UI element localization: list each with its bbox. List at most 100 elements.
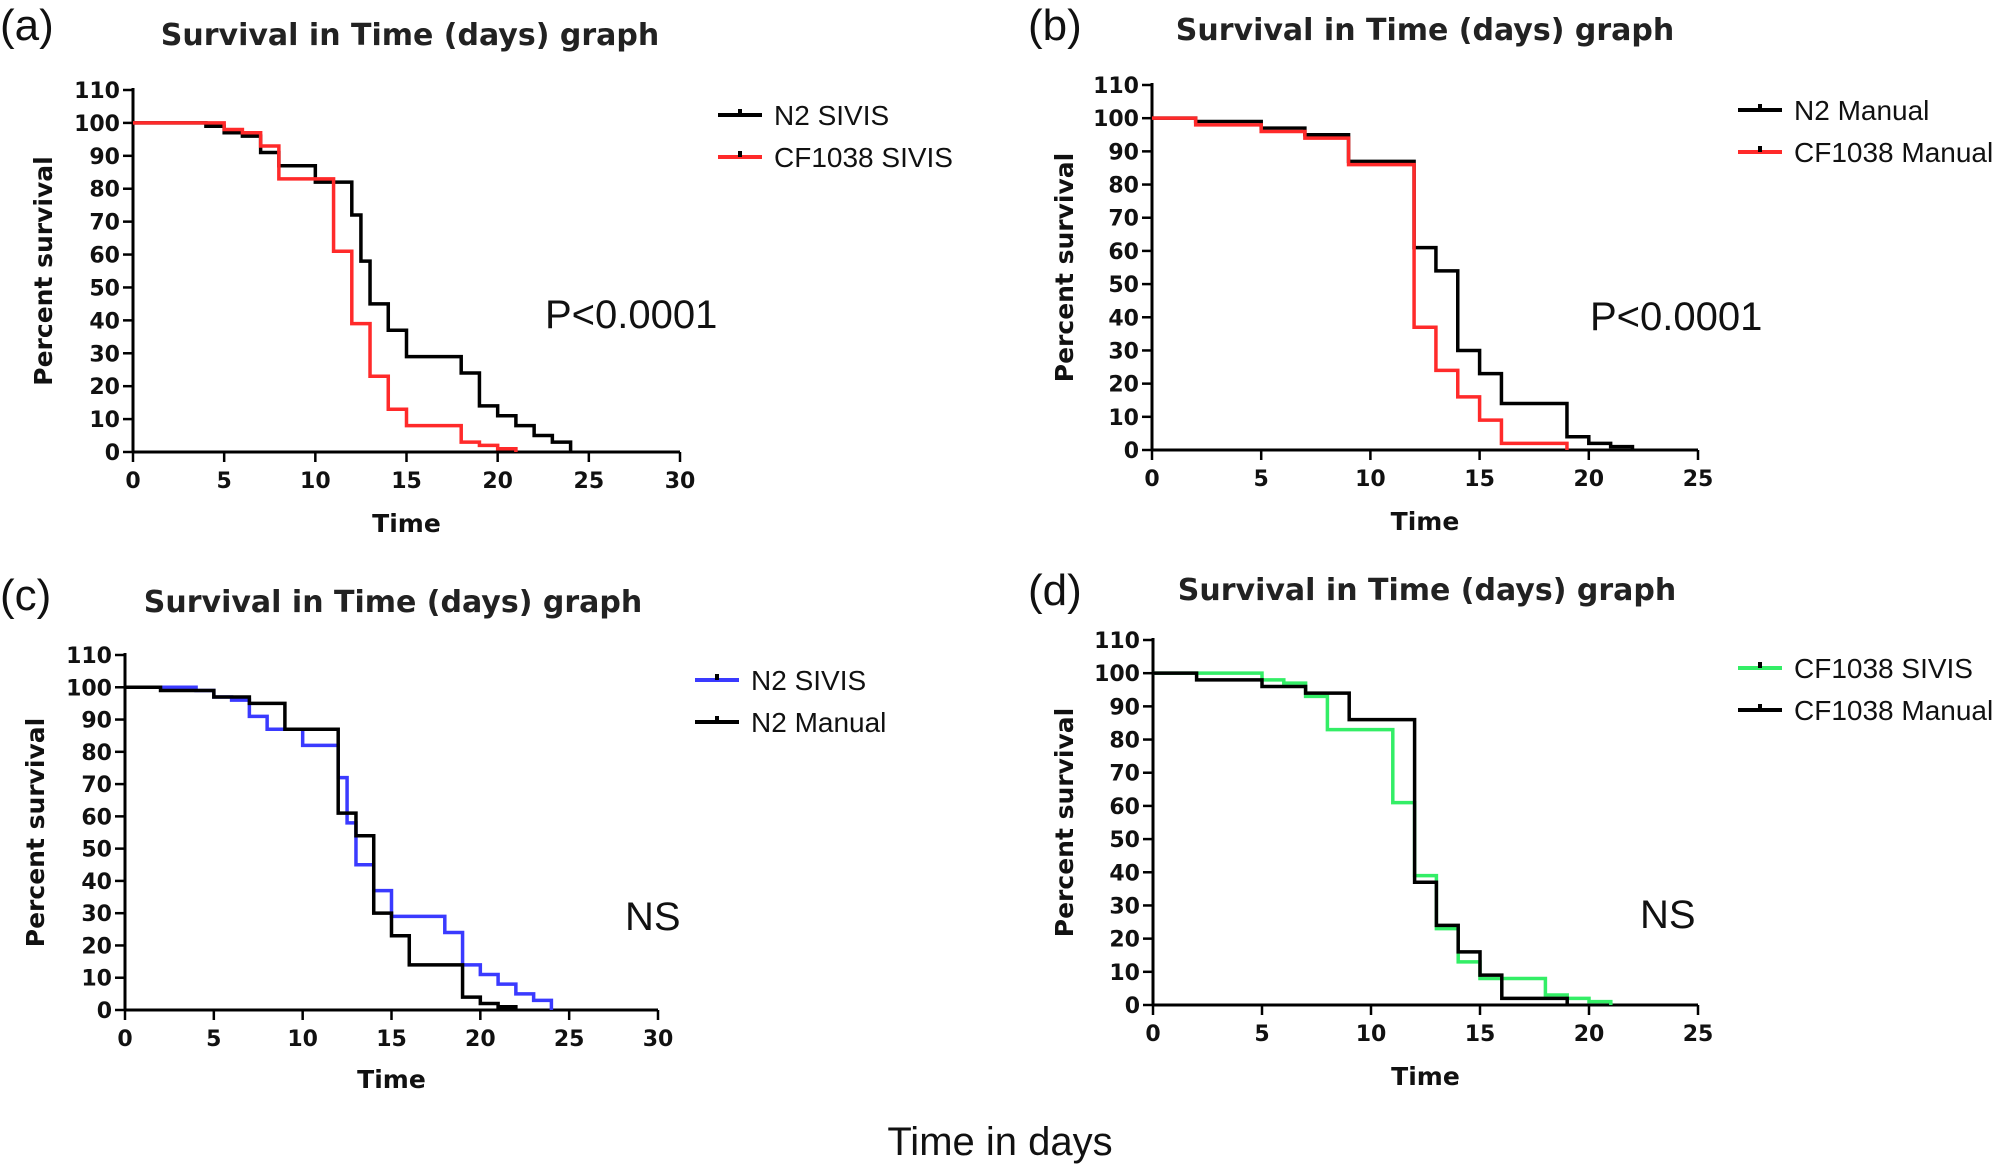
significance-annotation: NS [1640, 893, 1696, 937]
panel-letter: (b) [1028, 1, 1082, 50]
y-tick-label: 100 [1094, 662, 1140, 687]
chart-title: Survival in Time (days) graph [144, 585, 642, 620]
y-tick-label: 60 [81, 805, 112, 830]
legend-label-0: CF1038 SIVIS [1794, 653, 1973, 684]
y-tick-label: 70 [81, 773, 112, 798]
y-tick-label: 80 [81, 741, 112, 766]
legend-label-1: CF1038 Manual [1794, 695, 1993, 726]
y-axis-label: Percent survival [29, 156, 58, 385]
y-tick-label: 110 [1093, 74, 1139, 99]
y-axis-label: Percent survival [1050, 708, 1079, 937]
legend-marker-1 [1758, 146, 1762, 152]
x-axis-label: Time [1391, 1062, 1460, 1091]
legend-marker-1 [715, 716, 719, 722]
x-tick-label: 20 [465, 1027, 496, 1052]
x-tick-label: 10 [300, 469, 331, 494]
legend-marker-0 [738, 109, 742, 115]
y-tick-label: 30 [1108, 339, 1139, 364]
y-tick-label: 110 [74, 79, 120, 104]
y-tick-label: 0 [97, 999, 112, 1024]
x-tick-label: 25 [574, 469, 605, 494]
x-tick-label: 20 [482, 469, 513, 494]
figure-footer-label: Time in days [887, 1120, 1112, 1164]
x-tick-label: 0 [125, 469, 140, 494]
legend-label-0: N2 SIVIS [774, 100, 889, 131]
y-tick-label: 80 [89, 178, 120, 203]
y-tick-label: 10 [1109, 961, 1140, 986]
legend-label-1: N2 Manual [751, 707, 886, 738]
y-tick-label: 70 [1108, 207, 1139, 232]
y-tick-label: 0 [105, 441, 120, 466]
series-line-1 [133, 121, 518, 452]
y-tick-label: 60 [1108, 240, 1139, 265]
chart-panel-0: (a) Survival in Time (days) graph 0 10 20 30 4… [0, 1, 953, 538]
y-tick-label: 100 [1093, 107, 1139, 132]
y-tick-label: 20 [89, 375, 120, 400]
y-tick-label: 40 [89, 309, 120, 334]
y-tick-label: 10 [89, 408, 120, 433]
legend-label-0: N2 SIVIS [751, 665, 866, 696]
x-axis-label: Time [372, 509, 441, 538]
legend-marker-1 [1758, 704, 1762, 710]
x-tick-label: 5 [1254, 1022, 1269, 1047]
y-tick-label: 50 [81, 838, 112, 863]
y-tick-label: 30 [81, 902, 112, 927]
x-tick-label: 30 [643, 1027, 674, 1052]
y-tick-label: 10 [81, 967, 112, 992]
series-line-0 [1153, 671, 1613, 1005]
y-axis-label: Percent survival [21, 718, 50, 947]
legend-label-1: CF1038 SIVIS [774, 142, 953, 173]
x-tick-label: 30 [665, 469, 696, 494]
y-tick-label: 40 [81, 870, 112, 895]
chart-panel-3: (d) Survival in Time (days) graph 0 10 20 30 4… [1028, 566, 1993, 1091]
significance-annotation: NS [625, 895, 681, 939]
legend-marker-0 [715, 674, 719, 680]
x-tick-label: 15 [1464, 467, 1495, 492]
x-tick-label: 25 [1683, 467, 1714, 492]
legend-marker-1 [738, 151, 742, 157]
panel-letter: (a) [0, 1, 54, 50]
x-axis-label: Time [357, 1065, 426, 1094]
y-tick-label: 30 [89, 342, 120, 367]
y-tick-label: 100 [66, 676, 112, 701]
y-tick-label: 60 [89, 244, 120, 269]
y-tick-label: 50 [1109, 828, 1140, 853]
y-tick-label: 0 [1125, 994, 1140, 1019]
panel-letter: (d) [1028, 566, 1082, 615]
x-tick-label: 25 [1683, 1022, 1714, 1047]
panel-letter: (c) [0, 571, 51, 620]
legend-label-1: CF1038 Manual [1794, 137, 1993, 168]
x-tick-label: 15 [376, 1027, 407, 1052]
significance-annotation: P<0.0001 [1590, 295, 1762, 339]
y-tick-label: 100 [74, 112, 120, 137]
legend-marker-0 [1758, 104, 1762, 110]
x-tick-label: 10 [1356, 1022, 1387, 1047]
y-tick-label: 20 [81, 934, 112, 959]
x-tick-label: 0 [1144, 467, 1159, 492]
chart-title: Survival in Time (days) graph [161, 18, 659, 53]
y-axis-label: Percent survival [1050, 153, 1079, 382]
x-tick-label: 5 [217, 469, 232, 494]
series-line-1 [125, 685, 518, 1010]
x-tick-label: 25 [554, 1027, 585, 1052]
y-tick-label: 40 [1108, 306, 1139, 331]
y-tick-label: 10 [1108, 406, 1139, 431]
x-tick-label: 10 [1355, 467, 1386, 492]
y-tick-label: 90 [81, 709, 112, 734]
series-line-1 [1153, 671, 1569, 1005]
y-tick-label: 0 [1124, 439, 1139, 464]
x-tick-label: 5 [1254, 467, 1269, 492]
y-tick-label: 50 [1108, 273, 1139, 298]
series-line-0 [125, 685, 554, 1010]
x-axis-label: Time [1391, 507, 1460, 536]
y-tick-label: 80 [1108, 174, 1139, 199]
y-tick-label: 70 [89, 211, 120, 236]
y-tick-label: 70 [1109, 762, 1140, 787]
x-tick-label: 20 [1574, 1022, 1605, 1047]
y-tick-label: 110 [66, 644, 112, 669]
x-tick-label: 0 [1145, 1022, 1160, 1047]
y-tick-label: 90 [1108, 140, 1139, 165]
x-tick-label: 0 [117, 1027, 132, 1052]
legend-label-0: N2 Manual [1794, 95, 1929, 126]
y-tick-label: 110 [1094, 629, 1140, 654]
